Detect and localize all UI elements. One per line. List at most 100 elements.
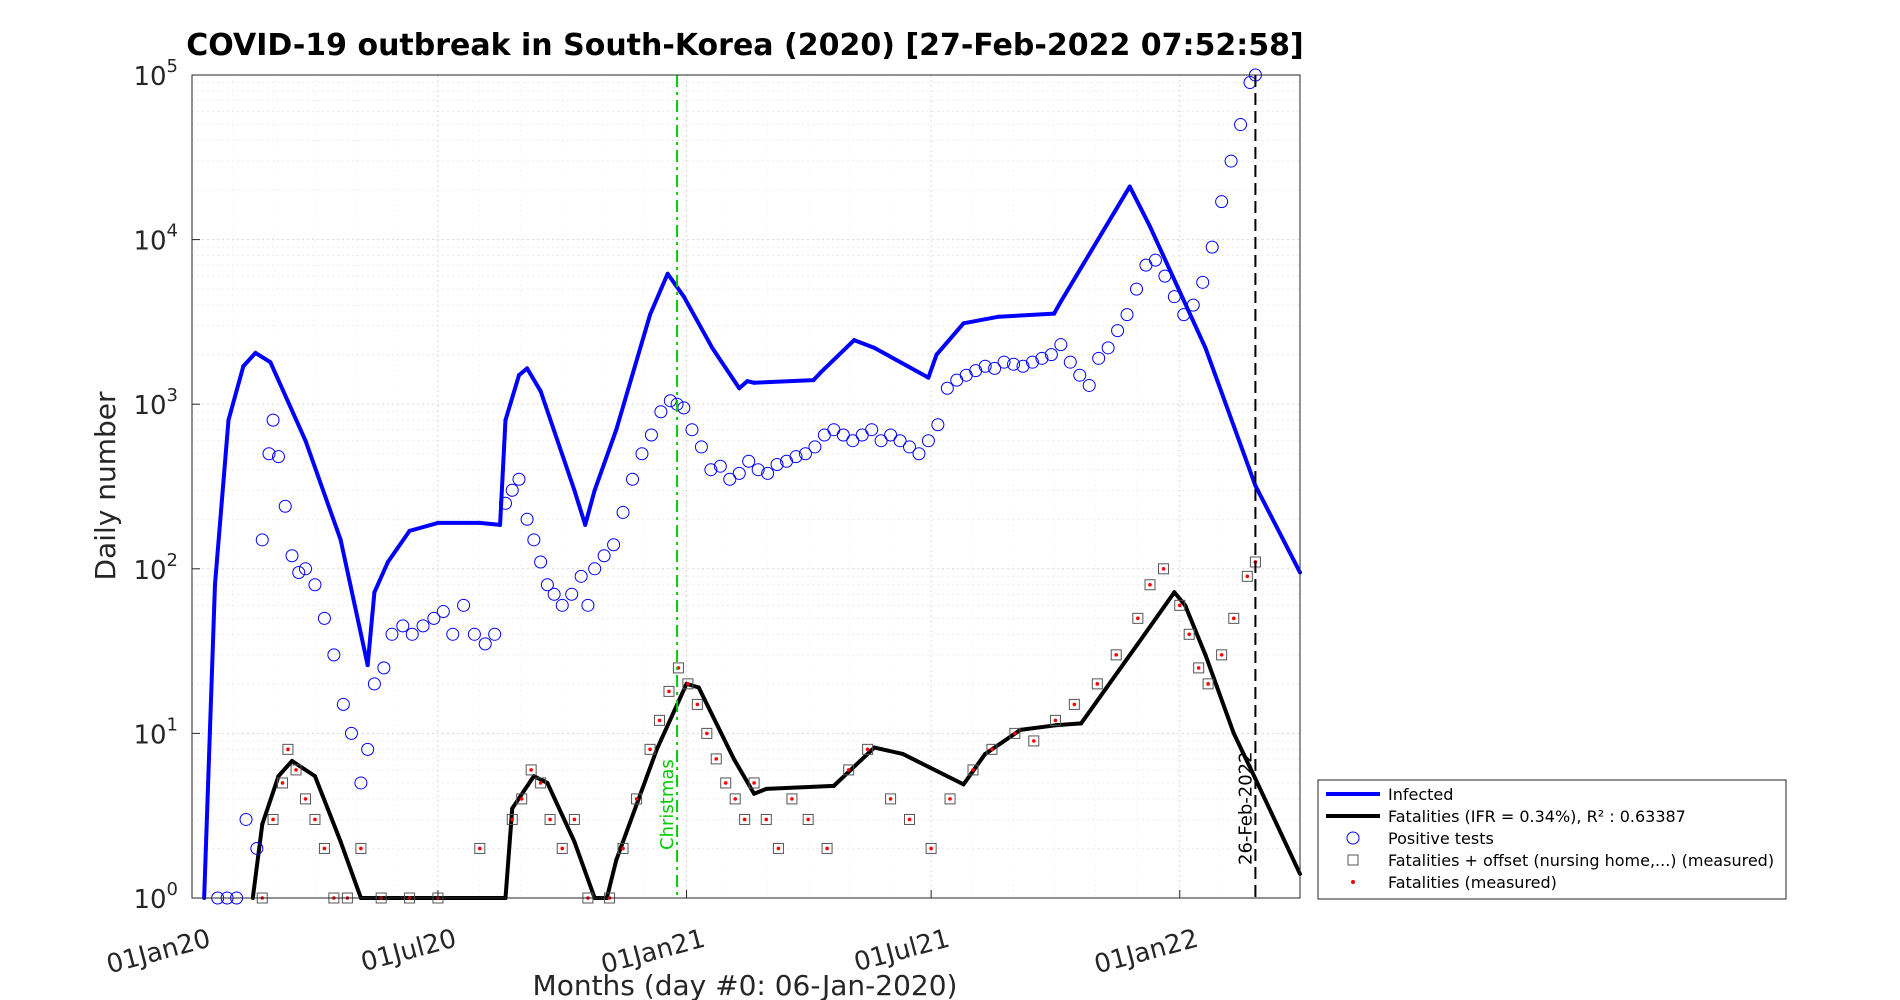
fatality-point [286, 747, 290, 752]
fatality-offset-point [1174, 599, 1186, 611]
positive-test-point [478, 637, 492, 651]
positive-test-point [959, 368, 973, 382]
fatality-offset-point [1009, 727, 1021, 739]
positive-test-point [385, 627, 399, 641]
fatality-offset-point [654, 714, 666, 726]
fatality-point [1053, 718, 1058, 723]
series-0-segment [372, 559, 390, 595]
fatality-offset-point [318, 842, 330, 854]
fatality-point [752, 781, 756, 785]
series-0-segment [202, 582, 217, 900]
series-1-segment [872, 745, 905, 756]
positive-test-point [1111, 324, 1125, 338]
legend-circle-swatch [1346, 831, 1360, 845]
series-1-segment [1231, 731, 1258, 781]
fatality-point [825, 846, 829, 851]
positive-test-point [865, 423, 879, 437]
series-0-segment [852, 338, 877, 350]
fatality-point [948, 797, 952, 801]
x-tick-label: 01Jul20 [358, 924, 460, 978]
series-0-segment [268, 360, 308, 443]
legend-label: Fatalities + offset (nursing home,...) (… [1388, 851, 1774, 870]
fatality-offset-point [1158, 563, 1170, 575]
positive-test-point [416, 619, 430, 633]
series-1-segment [1253, 776, 1302, 876]
fatality-offset-point [1068, 698, 1080, 710]
positive-test-point [317, 611, 331, 625]
series-4-points [260, 560, 1258, 900]
fatality-offset-point [967, 764, 979, 776]
fatality-offset-point [1132, 612, 1144, 624]
fatality-offset-point [1144, 579, 1156, 591]
series-1-segment [764, 783, 836, 791]
positive-test-point [644, 428, 658, 442]
series-1-segment [1018, 723, 1058, 732]
positive-test-point [1120, 308, 1134, 322]
positive-test-point [808, 440, 822, 454]
positive-test-point [1082, 378, 1096, 392]
fatality-offset-point [672, 662, 684, 674]
fatality-offset-point [300, 793, 312, 805]
fatality-point [572, 817, 577, 822]
positive-test-point [1007, 357, 1021, 371]
series-0-segment [1203, 345, 1258, 488]
y-tick-label: 104 [133, 221, 178, 257]
positive-test-point [1063, 355, 1077, 369]
legend-box [1317, 779, 1787, 900]
legend-square-swatch [1347, 854, 1359, 866]
series-0-segment [818, 338, 857, 375]
positive-test-point [846, 434, 860, 448]
fatality-offset-point [525, 764, 537, 776]
series-0-segment [648, 271, 670, 317]
series-0-segment [665, 271, 686, 299]
series-1-segment [312, 774, 343, 844]
positive-test-point [278, 499, 292, 513]
x-axis-label: Months (day #0: 06-Jan-2020) [533, 969, 958, 1000]
y-tick-label: 105 [133, 56, 178, 92]
fatality-offset-point [1216, 649, 1228, 661]
positive-test-point [1025, 355, 1039, 369]
y-axis-ticks: 100 101 102 103 104 105 [133, 56, 200, 915]
fatality-point [280, 781, 285, 785]
series-0-segment [926, 352, 939, 380]
positive-test-point [488, 627, 502, 641]
fatality-point [865, 747, 870, 752]
fatality-offset-point [1228, 612, 1240, 624]
positive-test-point [1167, 290, 1181, 304]
series-0-segment [592, 427, 619, 493]
series-0-segment [1058, 184, 1132, 304]
series-0-segment [503, 373, 521, 423]
fatality-offset-point [1183, 628, 1195, 640]
fatality-offset-point [843, 764, 855, 776]
positive-test-point [292, 565, 306, 579]
fatality-point [657, 718, 662, 723]
fatality-offset-point [556, 842, 568, 854]
fatality-offset-point [355, 842, 367, 854]
annotation-label: 26-Feb-2022 [1235, 751, 1256, 865]
legend-label: Fatalities (measured) [1388, 873, 1557, 892]
positive-test-point [527, 533, 541, 547]
positive-test-point [1177, 308, 1191, 322]
axes-box [191, 74, 1301, 899]
legend-label: Infected [1388, 785, 1453, 804]
positive-test-point [635, 447, 649, 461]
positive-test-point [1148, 253, 1162, 267]
positive-test-point [520, 512, 534, 526]
positive-test-point [367, 677, 381, 691]
positive-test-point [969, 364, 983, 378]
series-0-group [202, 184, 1302, 900]
positive-test-point [446, 627, 460, 641]
series-0-segment [538, 389, 577, 493]
positive-test-point [405, 627, 419, 641]
positive-test-point [498, 496, 512, 510]
legend: Infected Fatalities (IFR = 0.34%), R² : 0… [1317, 779, 1787, 900]
series-1-segment [276, 758, 294, 779]
fatality-offset-point [617, 842, 629, 854]
positive-test-point [574, 569, 588, 583]
series-0-segment [681, 294, 715, 350]
fatality-offset-point [691, 698, 703, 710]
series-1-segment [604, 858, 619, 900]
positive-test-point [327, 648, 341, 662]
positive-test-point [266, 413, 280, 427]
positive-test-point [789, 450, 803, 464]
